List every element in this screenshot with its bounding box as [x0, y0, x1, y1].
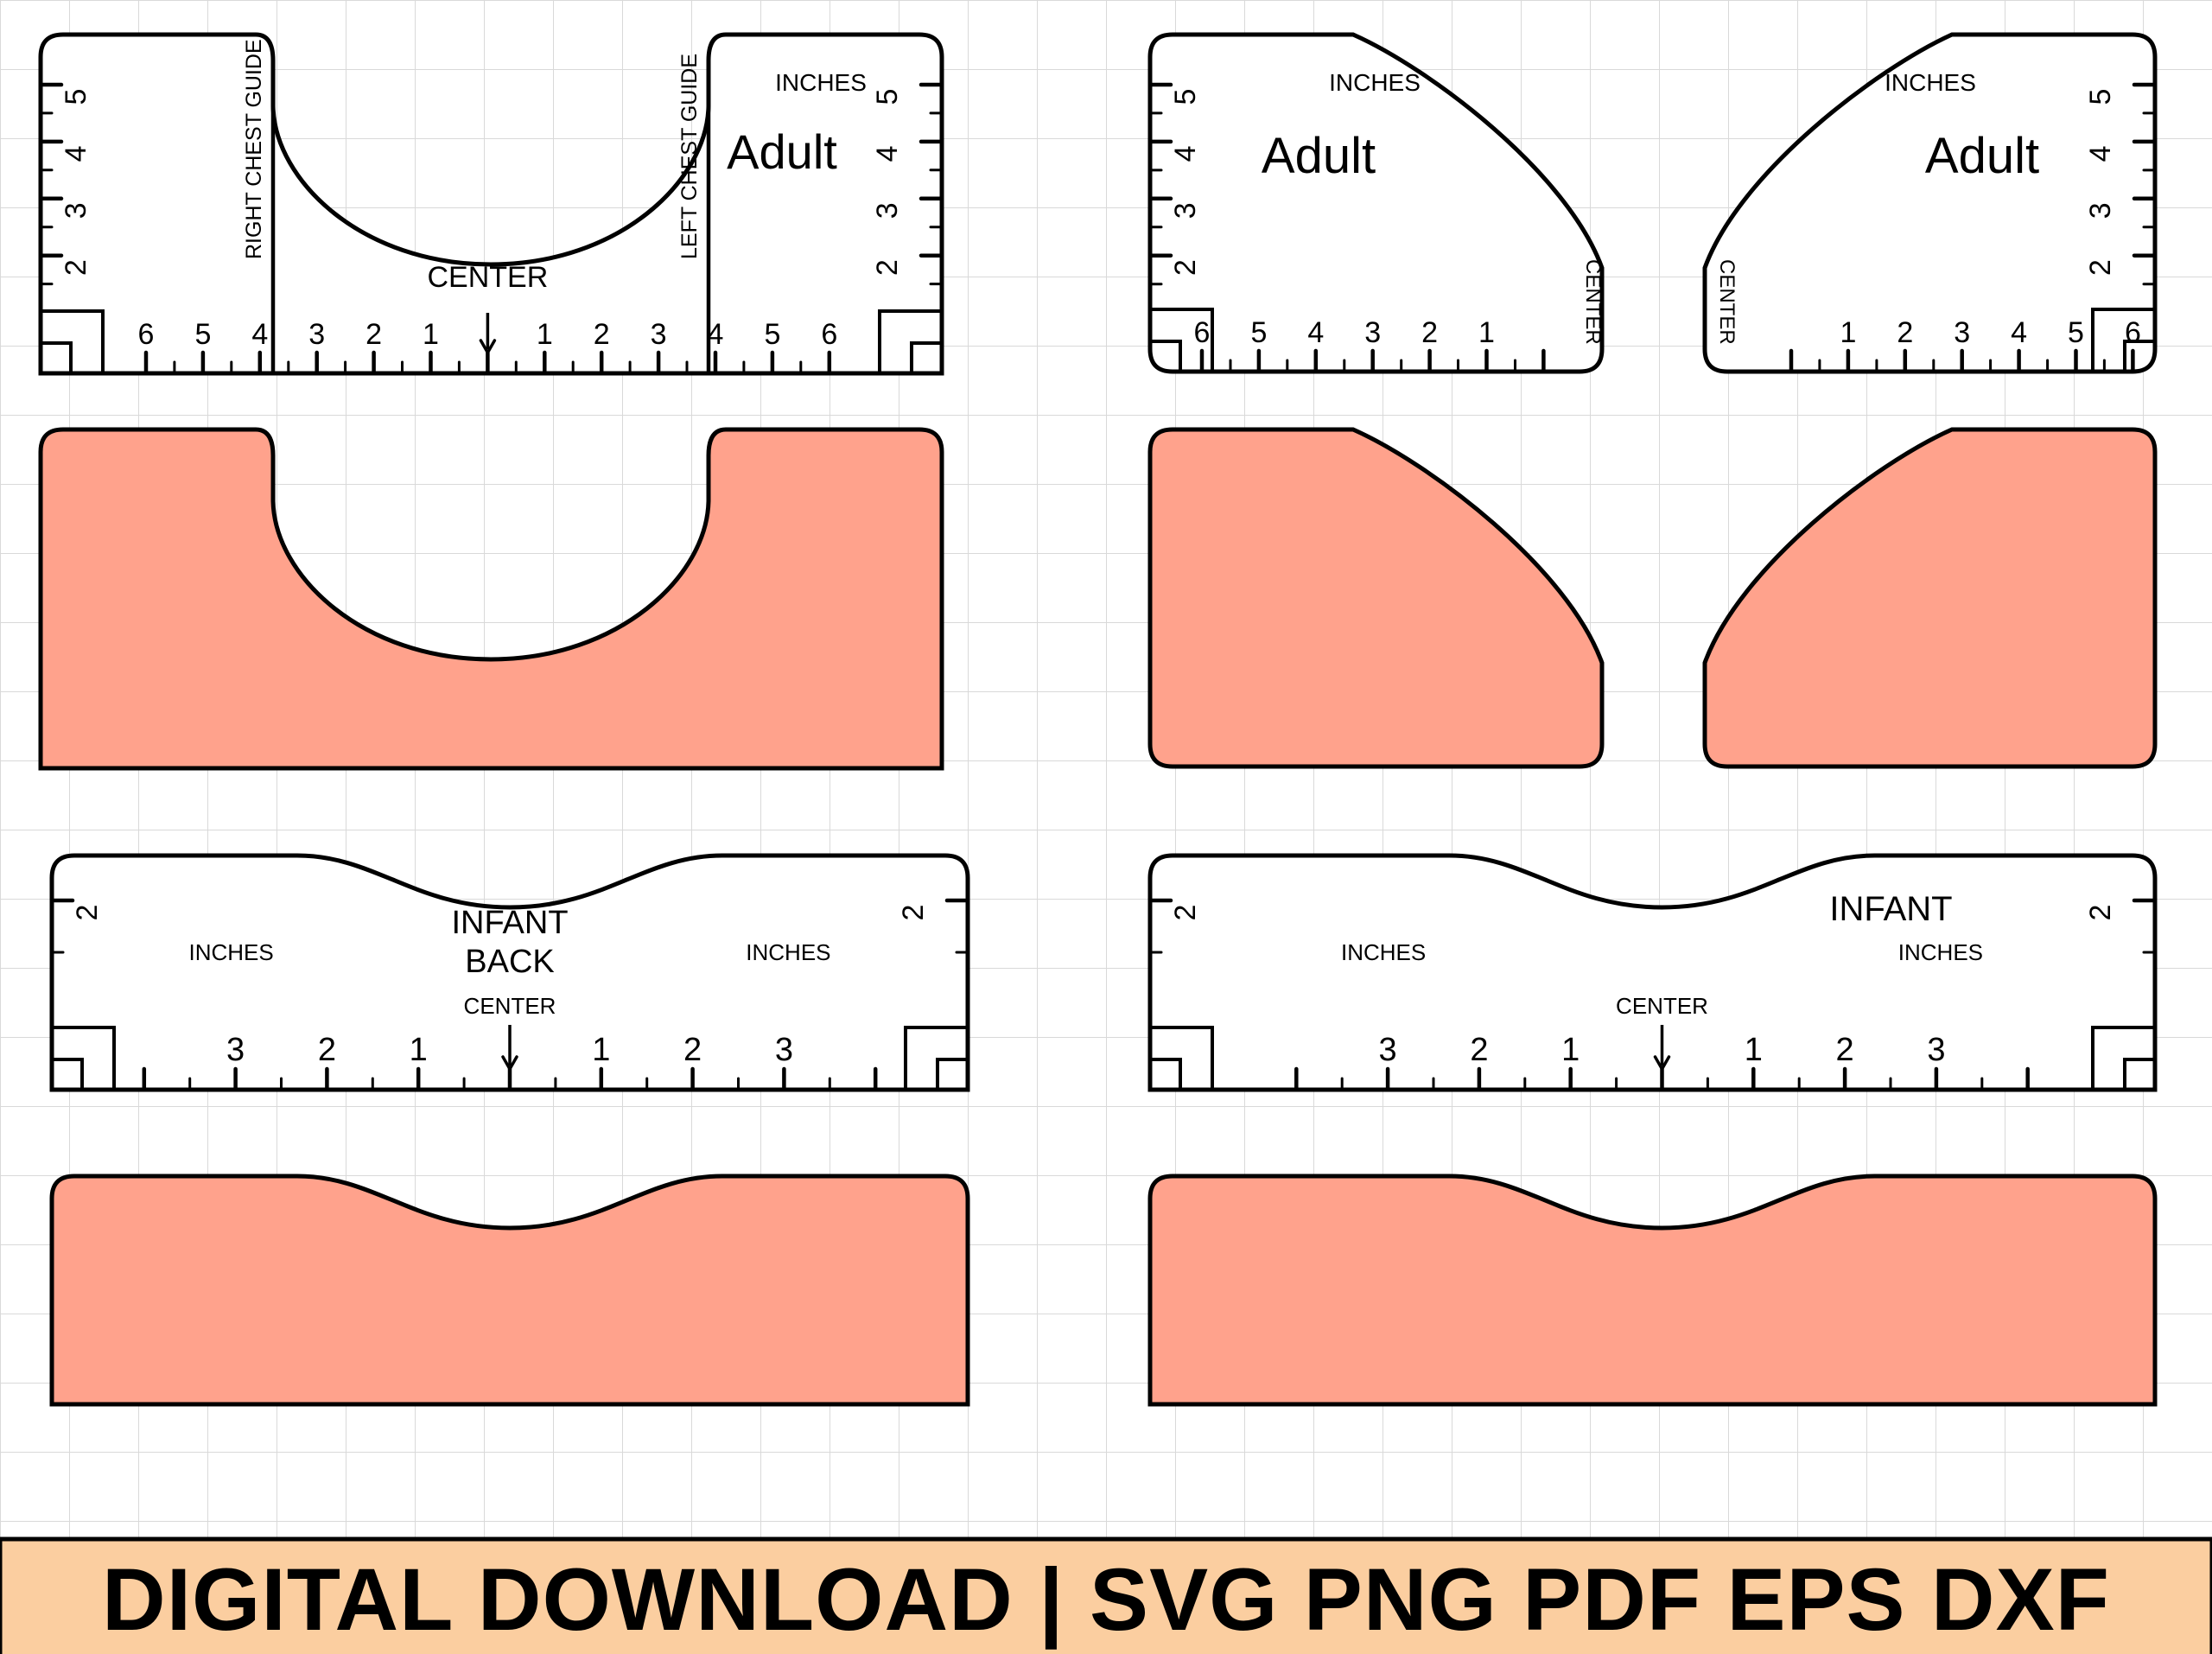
svg-text:1: 1	[410, 1032, 428, 1068]
svg-text:1: 1	[1478, 316, 1495, 349]
svg-text:INFANT: INFANT	[1829, 890, 1952, 928]
svg-text:1: 1	[592, 1032, 610, 1068]
svg-text:5: 5	[1250, 316, 1267, 349]
svg-text:CENTER: CENTER	[1581, 259, 1605, 345]
svg-text:2: 2	[1421, 316, 1438, 349]
svg-text:5: 5	[60, 89, 92, 105]
svg-text:3: 3	[60, 202, 92, 219]
svg-text:4: 4	[1169, 145, 1202, 162]
svg-text:4: 4	[2084, 145, 2117, 162]
svg-text:6: 6	[821, 318, 837, 351]
svg-text:5: 5	[194, 318, 211, 351]
svg-text:3: 3	[1379, 1032, 1397, 1068]
svg-text:INCHES: INCHES	[1329, 69, 1421, 96]
svg-text:INCHES: INCHES	[188, 939, 273, 965]
svg-text:3: 3	[651, 318, 667, 351]
svg-text:2: 2	[1836, 1032, 1854, 1068]
svg-text:2: 2	[1470, 1032, 1488, 1068]
svg-text:5: 5	[764, 318, 780, 351]
svg-text:Adult: Adult	[727, 124, 837, 179]
svg-text:INCHES: INCHES	[775, 69, 867, 96]
svg-text:BACK: BACK	[465, 944, 554, 980]
svg-text:4: 4	[1307, 316, 1324, 349]
svg-text:6: 6	[1194, 316, 1211, 349]
svg-text:3: 3	[871, 202, 904, 219]
svg-text:3: 3	[1169, 202, 1202, 219]
svg-text:CENTER: CENTER	[1616, 993, 1708, 1019]
svg-text:6: 6	[2125, 316, 2141, 349]
svg-text:2: 2	[2084, 905, 2117, 921]
svg-text:3: 3	[775, 1032, 793, 1068]
svg-text:2: 2	[1897, 316, 1913, 349]
svg-text:2: 2	[1169, 905, 1202, 921]
svg-text:5: 5	[2068, 316, 2084, 349]
svg-text:4: 4	[251, 318, 268, 351]
svg-text:1: 1	[1745, 1032, 1763, 1068]
svg-text:2: 2	[365, 318, 382, 351]
svg-text:2: 2	[71, 905, 104, 921]
svg-text:INFANT: INFANT	[451, 905, 568, 941]
svg-text:INCHES: INCHES	[1885, 69, 1976, 96]
svg-text:2: 2	[897, 905, 930, 921]
svg-text:Adult: Adult	[1925, 128, 2039, 184]
svg-text:1: 1	[537, 318, 553, 351]
svg-text:1: 1	[1840, 316, 1856, 349]
svg-text:4: 4	[871, 145, 904, 162]
svg-text:2: 2	[594, 318, 610, 351]
svg-text:5: 5	[2084, 89, 2117, 105]
svg-text:3: 3	[1927, 1032, 1945, 1068]
svg-text:3: 3	[1954, 316, 1970, 349]
svg-text:3: 3	[226, 1032, 245, 1068]
svg-text:CENTER: CENTER	[428, 261, 549, 294]
svg-text:6: 6	[138, 318, 155, 351]
svg-text:3: 3	[2084, 202, 2117, 219]
svg-text:3: 3	[308, 318, 325, 351]
svg-text:CENTER: CENTER	[1715, 259, 1738, 345]
svg-text:2: 2	[683, 1032, 702, 1068]
svg-text:4: 4	[2011, 316, 2027, 349]
svg-text:2: 2	[60, 259, 92, 276]
svg-text:5: 5	[871, 89, 904, 105]
svg-text:2: 2	[1169, 259, 1202, 276]
svg-text:INCHES: INCHES	[1341, 939, 1426, 965]
svg-text:4: 4	[60, 145, 92, 162]
svg-text:3: 3	[1364, 316, 1381, 349]
svg-text:DIGITAL DOWNLOAD | SVG PNG PDF: DIGITAL DOWNLOAD | SVG PNG PDF EPS DXF	[102, 1550, 2110, 1650]
svg-text:INCHES: INCHES	[1898, 939, 1983, 965]
svg-text:2: 2	[2084, 259, 2117, 276]
svg-text:1: 1	[1561, 1032, 1580, 1068]
svg-text:2: 2	[318, 1032, 336, 1068]
svg-text:CENTER: CENTER	[464, 993, 556, 1019]
svg-text:2: 2	[871, 259, 904, 276]
svg-text:INCHES: INCHES	[746, 939, 830, 965]
svg-text:1: 1	[423, 318, 439, 351]
svg-text:Adult: Adult	[1262, 128, 1376, 184]
svg-text:5: 5	[1169, 89, 1202, 105]
svg-text:LEFT CHEST GUIDE: LEFT CHEST GUIDE	[677, 54, 702, 259]
svg-text:RIGHT CHEST GUIDE: RIGHT CHEST GUIDE	[242, 39, 266, 259]
